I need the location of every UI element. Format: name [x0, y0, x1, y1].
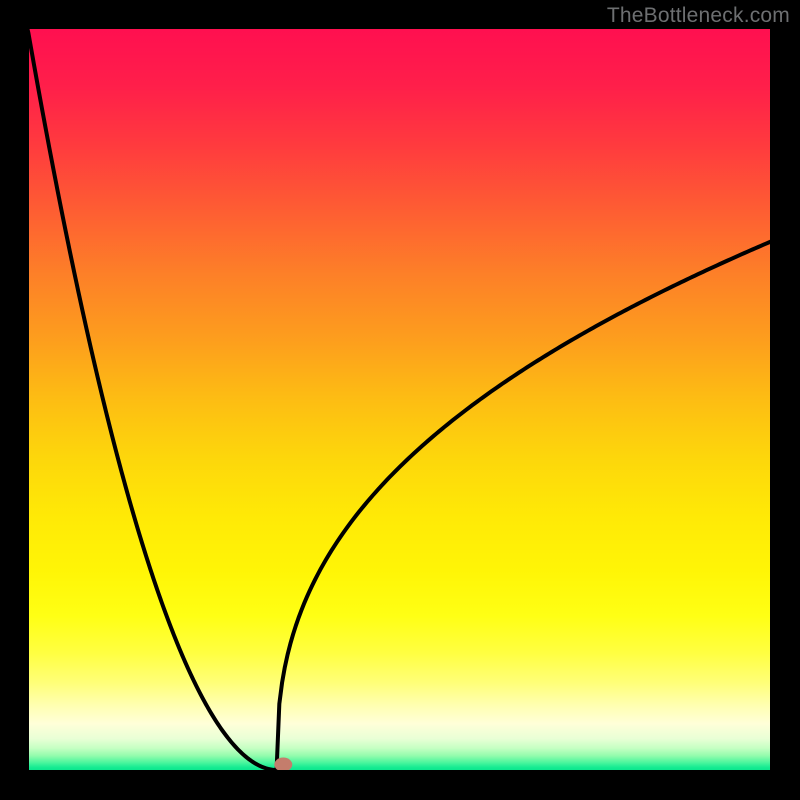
watermark-text: TheBottleneck.com: [607, 4, 790, 28]
optimal-point-marker: [274, 758, 292, 772]
chart-plot-area: [27, 27, 772, 772]
bottleneck-chart: [0, 0, 800, 800]
